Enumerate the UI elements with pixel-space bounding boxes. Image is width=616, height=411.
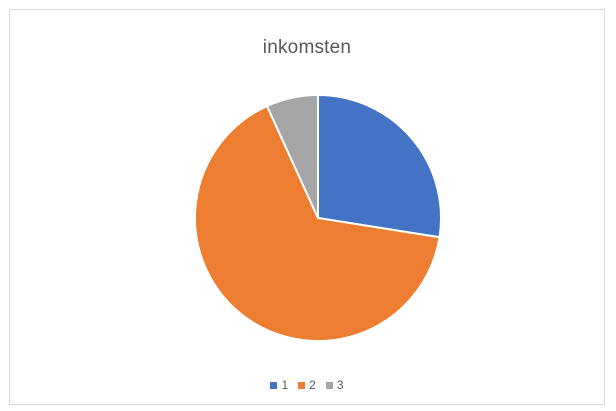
legend-swatch-3 (325, 381, 333, 389)
pie-slice-1 (317, 93, 442, 239)
pie-slice-2 (194, 104, 441, 342)
legend-label-1: 1 (281, 378, 289, 392)
legend-item-2: 2 (298, 378, 316, 392)
legend-label-2: 2 (309, 378, 316, 392)
legend-swatch-1 (270, 381, 278, 389)
legend: 1 2 3 (10, 378, 604, 392)
legend-item-1: 1 (270, 378, 288, 392)
chart-area: inkomsten 1 2 3 (9, 9, 605, 405)
legend-item-3: 3 (325, 378, 344, 392)
legend-swatch-2 (298, 381, 306, 389)
pie-chart (194, 93, 442, 342)
legend-label-3: 3 (336, 378, 344, 392)
chart-title: inkomsten (262, 37, 352, 58)
pie-slice-3 (265, 93, 319, 219)
